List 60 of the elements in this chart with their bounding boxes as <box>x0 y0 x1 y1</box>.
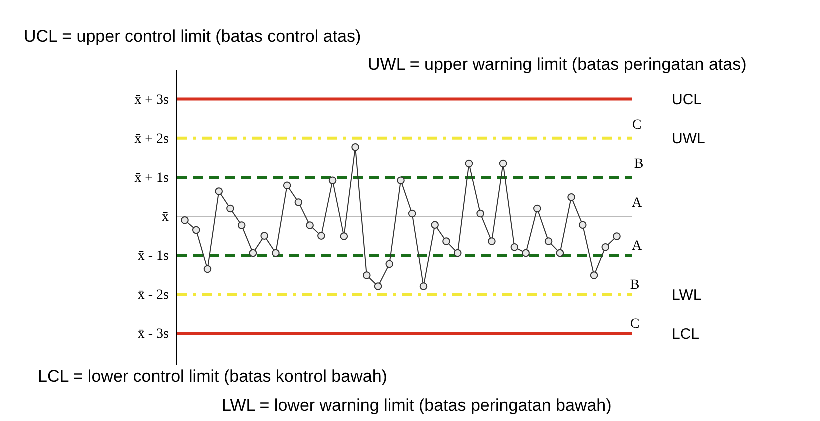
point <box>181 216 189 224</box>
point <box>204 265 212 274</box>
ref-line-label: LWL <box>672 286 702 304</box>
point <box>215 188 223 196</box>
text: C <box>632 118 642 133</box>
point <box>454 249 462 258</box>
point <box>397 176 405 184</box>
annotation: C <box>630 316 640 332</box>
point <box>408 210 416 218</box>
point <box>340 232 348 240</box>
point <box>476 210 484 218</box>
point <box>306 222 314 230</box>
ref-line-label: UCL <box>672 92 702 109</box>
text: LCL = lower control limit (batas kontrol bawah) <box>38 367 388 386</box>
point <box>192 226 200 234</box>
point <box>260 232 268 240</box>
point <box>226 204 234 213</box>
point <box>510 244 519 252</box>
point <box>499 160 508 168</box>
point <box>442 238 450 246</box>
point <box>283 182 292 190</box>
text: B <box>634 156 644 172</box>
annotation: A <box>632 196 643 211</box>
point <box>294 198 303 206</box>
y-tick-label: x̄ - 1s <box>138 249 169 264</box>
point <box>522 249 530 258</box>
y-tick-label: x̄ + 2s <box>134 132 169 147</box>
point <box>602 244 610 252</box>
point <box>431 221 439 229</box>
y-tick-label: x̄ - 3s <box>138 327 169 342</box>
point <box>488 238 496 246</box>
point <box>579 221 587 229</box>
point <box>374 282 382 290</box>
point <box>363 272 371 280</box>
annotation: UWL = upper warning limit (batas peringatan atas) <box>368 55 747 74</box>
point <box>386 260 394 268</box>
point <box>318 232 326 240</box>
point <box>465 160 474 168</box>
point <box>238 222 246 230</box>
text: UCL = upper control limit (batas control atas) <box>24 27 362 46</box>
y-tick-label: x̄ - 2s <box>138 288 169 304</box>
ref-line-label: UWL <box>672 130 706 148</box>
ref-line-label: LCL <box>672 326 700 343</box>
text: LWL = lower warning limit (batas peringatan bawah) <box>222 396 612 415</box>
point <box>249 249 258 258</box>
point <box>590 272 598 280</box>
y-tick-label: x̄ + 1s <box>134 170 169 186</box>
point <box>420 282 428 290</box>
annotation: B <box>630 278 640 293</box>
point <box>568 194 576 202</box>
annotation: A <box>632 238 643 254</box>
y-tick-label: x̄ + 3s <box>134 92 169 108</box>
point <box>556 249 564 258</box>
point <box>352 143 360 152</box>
point <box>534 204 542 213</box>
point <box>544 238 553 246</box>
y-tick-label: x̄ <box>162 210 169 226</box>
point <box>613 232 621 240</box>
point <box>328 176 337 184</box>
point <box>272 249 280 258</box>
